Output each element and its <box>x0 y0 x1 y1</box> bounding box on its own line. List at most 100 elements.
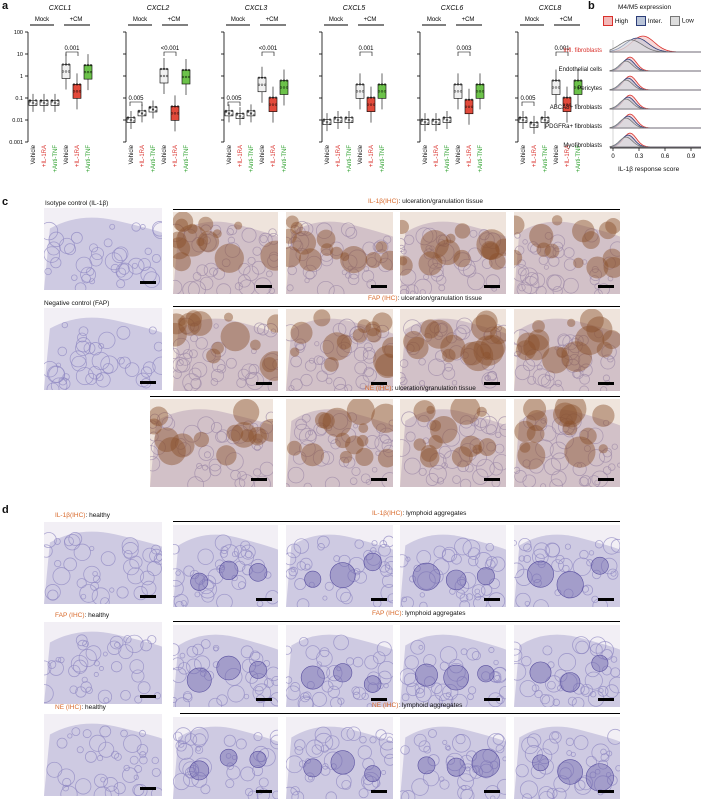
box <box>377 84 387 99</box>
panel-c-row-title-marker: FAP (IHC) <box>368 295 398 302</box>
condition-label: +IL-1RA <box>336 145 342 167</box>
box <box>518 117 528 123</box>
ulceration-tissue-image <box>173 309 278 391</box>
panel-c-row-title-description: : ulceration/granulation tissue <box>398 198 484 205</box>
isotype-control-label: Isotype control (IL-1β) <box>45 200 109 207</box>
ulceration-tissue-image <box>514 309 620 391</box>
condition-label: +Anti-TNF <box>347 145 353 173</box>
mock-label: Mock <box>525 17 540 23</box>
panel-d-healthy-text: : healthy <box>81 704 106 711</box>
panel-c-row-title-description: : ulceration/granulation tissue <box>391 385 476 392</box>
box <box>442 117 452 123</box>
scale-bar <box>484 382 500 385</box>
box <box>268 97 278 112</box>
panel-d-healthy-label: NE (IHC): healthy <box>55 704 106 711</box>
panel-d-healthy-text: : healthy <box>85 512 111 519</box>
scale-bar <box>371 698 387 701</box>
ridge-x-tick: 0 <box>611 154 615 160</box>
scale-bar <box>140 595 156 598</box>
scale-bar <box>256 285 272 288</box>
ridge-plot: 0 0.3 0.6 0.9 <box>609 35 701 160</box>
negative-control-label: Negative control (FAP) <box>44 300 110 307</box>
scale-bar <box>598 790 614 793</box>
gene-title: CXCL6 <box>441 5 464 12</box>
box <box>540 117 550 123</box>
condition-label: +Anti-TNF <box>53 145 59 173</box>
cm-label: +CM <box>560 17 573 23</box>
panel-d-row-title: IL-1β(IHC): lymphoid aggregates <box>372 510 466 517</box>
box <box>420 119 430 125</box>
condition-label: Vehicle <box>325 144 331 164</box>
condition-label: +IL-1RA <box>42 145 48 167</box>
box <box>39 100 49 106</box>
condition-label: +Anti-TNF <box>282 145 288 173</box>
scale-bar <box>256 598 272 601</box>
condition-label: Vehicle <box>521 144 527 164</box>
y-tick-label: 10 <box>17 52 23 58</box>
scale-bar <box>484 285 500 288</box>
legend-low-label: Low <box>681 17 694 25</box>
p-value: 0.001 <box>64 46 80 52</box>
panel-d-healthy-text: : healthy <box>84 612 110 619</box>
panel-c-letter: c <box>2 196 9 208</box>
ulceration-tissue-image <box>514 212 620 294</box>
box <box>464 99 474 115</box>
ridge-row-label: ABCA8+ fibroblasts <box>549 105 602 111</box>
panel-d-row-title: NE (IHC): lymphoid aggregates <box>372 702 462 709</box>
ulceration-tissue-image <box>173 212 278 294</box>
cm-label: +CM <box>462 17 475 23</box>
condition-label: +IL-1RA <box>238 145 244 167</box>
box <box>431 119 441 125</box>
panel-c-row-title: NE (IHC): ulceration/granulation tissue <box>365 385 476 392</box>
cm-label: +CM <box>70 17 83 23</box>
box <box>366 97 376 112</box>
mock-label: Mock <box>231 17 246 23</box>
box <box>529 122 539 128</box>
condition-label: +Anti-TNF <box>151 145 157 173</box>
panel-d-healthy-marker: FAP (IHC) <box>55 612 85 619</box>
legend-high-label: High <box>614 17 629 25</box>
ulceration-tissue-image <box>286 212 393 294</box>
scale-bar <box>140 695 156 698</box>
ridge-row-label: Endothelial cells <box>558 67 602 73</box>
condition-label: +Anti-TNF <box>478 145 484 173</box>
box <box>83 64 93 80</box>
scale-bar <box>251 478 267 481</box>
scale-bar <box>256 382 272 385</box>
box <box>344 117 354 123</box>
y-tick-label: 0.1 <box>15 96 23 102</box>
lymphoid-aggregate-image <box>400 525 506 607</box>
ridge-density <box>609 79 701 91</box>
ulceration-tissue-image <box>400 212 506 294</box>
scale-bar <box>598 382 614 385</box>
y-tick-label: 1 <box>20 74 23 80</box>
y-tick-label: 100 <box>14 30 23 36</box>
scale-bar <box>371 478 387 481</box>
panel-a-letter: a <box>2 0 9 12</box>
scale-bar <box>484 790 500 793</box>
lymphoid-aggregate-image <box>514 625 620 707</box>
scale-bar <box>598 478 614 481</box>
p-value: 0.001 <box>358 46 374 52</box>
lymphoid-aggregate-image <box>286 525 393 607</box>
ulceration-tissue-image <box>400 309 506 391</box>
panel-c-row-title-description: : ulceration/granulation tissue <box>397 295 483 302</box>
y-tick-label: 0.001 <box>9 140 23 146</box>
condition-label: Vehicle <box>423 144 429 164</box>
panel-d-letter: d <box>2 504 9 516</box>
condition-label: +Anti-TNF <box>380 145 386 173</box>
lymphoid-aggregate-image <box>173 525 278 607</box>
gene-title: CXCL1 <box>49 5 72 12</box>
legend-inter-swatch <box>636 16 646 26</box>
condition-label: +IL-1RA <box>565 145 571 167</box>
box <box>246 110 256 117</box>
condition-label: +Anti-TNF <box>543 145 549 173</box>
lymphoid-aggregate-image <box>173 625 278 707</box>
p-value: <0.001 <box>259 46 278 52</box>
box <box>475 84 485 99</box>
box <box>453 84 463 99</box>
box <box>61 64 71 79</box>
lymphoid-aggregate-image <box>286 717 393 799</box>
boxplot-cxcl2: CXCL2 Mock +CM <0.001 0.005 Vehicle +IL-1RA +An… <box>123 5 191 173</box>
p-value-secondary: 0.005 <box>128 96 144 102</box>
